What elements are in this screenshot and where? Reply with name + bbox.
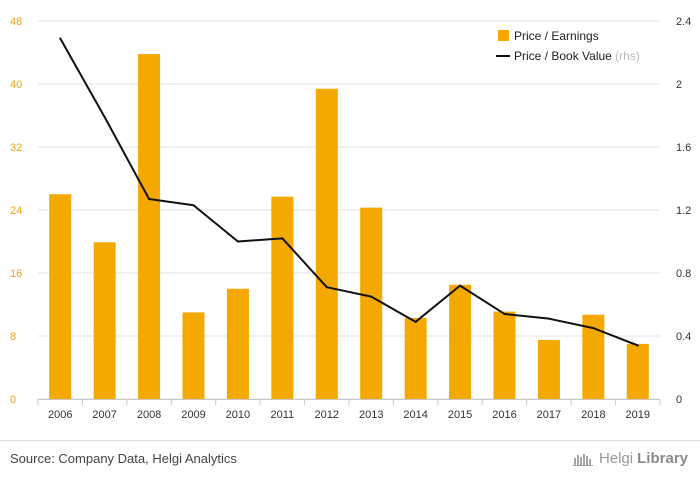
point-pbv xyxy=(192,204,195,207)
bar-pe xyxy=(449,284,472,399)
legend-swatch-pe xyxy=(498,30,509,41)
y-right-tick-label: 0.8 xyxy=(676,268,691,280)
bar-pe xyxy=(626,343,649,399)
gridlines xyxy=(38,20,660,400)
x-tick-label: 2018 xyxy=(581,409,605,421)
x-tick-label: 2016 xyxy=(492,409,516,421)
y-left-tick-label: 16 xyxy=(10,268,22,280)
y-right-tick-label: 0 xyxy=(676,394,682,406)
point-pbv xyxy=(547,317,550,320)
bar-pe xyxy=(537,339,560,399)
bar-series xyxy=(49,54,649,399)
y-axis-left: 0 8 16 24 32 40 48 xyxy=(10,16,22,406)
x-tick-label: 2015 xyxy=(448,409,472,421)
y-right-tick-label: 2.4 xyxy=(676,16,691,28)
bar-pe xyxy=(138,54,161,399)
y-left-tick-label: 0 xyxy=(10,394,16,406)
bar-pe xyxy=(493,311,516,399)
point-pbv xyxy=(59,37,62,40)
x-axis: 2006 2007 2008 2009 2010 2011 2012 2013 2014 2015… xyxy=(37,399,661,421)
y-right-tick-label: 2 xyxy=(676,79,682,91)
point-pbv xyxy=(370,295,373,298)
x-tick-label: 2007 xyxy=(92,409,116,421)
y-left-tick-label: 32 xyxy=(10,142,22,154)
bar-pe xyxy=(182,312,205,399)
bar-pe xyxy=(404,317,427,399)
bar-pe xyxy=(49,194,72,399)
y-right-tick-label: 1.6 xyxy=(676,142,691,154)
y-left-tick-label: 8 xyxy=(10,331,16,343)
x-tick-label: 2011 xyxy=(271,409,295,421)
x-tick-label: 2008 xyxy=(137,409,161,421)
legend-label-pbv: Price / Book Value (rhs) xyxy=(514,49,640,63)
point-pbv xyxy=(503,312,506,315)
x-tick-label: 2010 xyxy=(226,409,250,421)
x-tick-label: 2013 xyxy=(359,409,383,421)
brand-logo[interactable]: Helgi Library xyxy=(572,450,688,467)
bar-pe xyxy=(271,196,294,399)
legend-label-pe: Price / Earnings xyxy=(514,29,599,43)
legend: Price / Earnings Price / Book Value (rhs… xyxy=(496,29,640,63)
y-left-tick-label: 40 xyxy=(10,79,22,91)
point-pbv xyxy=(459,284,462,287)
bar-pe xyxy=(360,207,383,399)
point-pbv xyxy=(414,320,417,323)
brand-name-light: Helgi xyxy=(598,450,634,467)
point-pbv xyxy=(325,286,328,289)
x-tick-label: 2014 xyxy=(403,409,427,421)
point-pbv xyxy=(281,237,284,240)
y-right-tick-label: 1.2 xyxy=(676,205,691,217)
legend-label-pbv-name: Price / Book Value xyxy=(514,49,612,63)
line-series xyxy=(59,37,639,347)
point-pbv xyxy=(592,327,595,330)
source-note: Source: Company Data, Helgi Analytics xyxy=(10,451,237,466)
point-pbv xyxy=(636,344,639,347)
legend-label-pbv-suffix: (rhs) xyxy=(615,49,640,63)
y-left-tick-label: 24 xyxy=(10,205,22,217)
point-pbv xyxy=(103,116,106,119)
bar-pe xyxy=(582,314,605,399)
x-tick-label: 2017 xyxy=(537,409,561,421)
x-tick-label: 2006 xyxy=(48,409,72,421)
y-axis-right: 0 0.4 0.8 1.2 1.6 2 2.4 xyxy=(676,16,691,406)
helgilibrary-logo-icon xyxy=(572,453,593,466)
y-left-tick-label: 48 xyxy=(10,16,22,28)
point-pbv xyxy=(236,240,239,243)
footer: Source: Company Data, Helgi Analytics He… xyxy=(0,440,700,484)
line-pbv xyxy=(59,37,639,347)
x-tick-label: 2009 xyxy=(181,409,205,421)
x-tick-label: 2012 xyxy=(315,409,339,421)
bar-pe xyxy=(315,88,338,399)
x-tick-label: 2019 xyxy=(626,409,650,421)
bar-pe xyxy=(93,242,116,399)
point-pbv xyxy=(148,197,151,200)
y-right-tick-label: 0.4 xyxy=(676,331,691,343)
brand-name-bold: Library xyxy=(637,450,688,467)
bar-pe xyxy=(226,288,249,399)
